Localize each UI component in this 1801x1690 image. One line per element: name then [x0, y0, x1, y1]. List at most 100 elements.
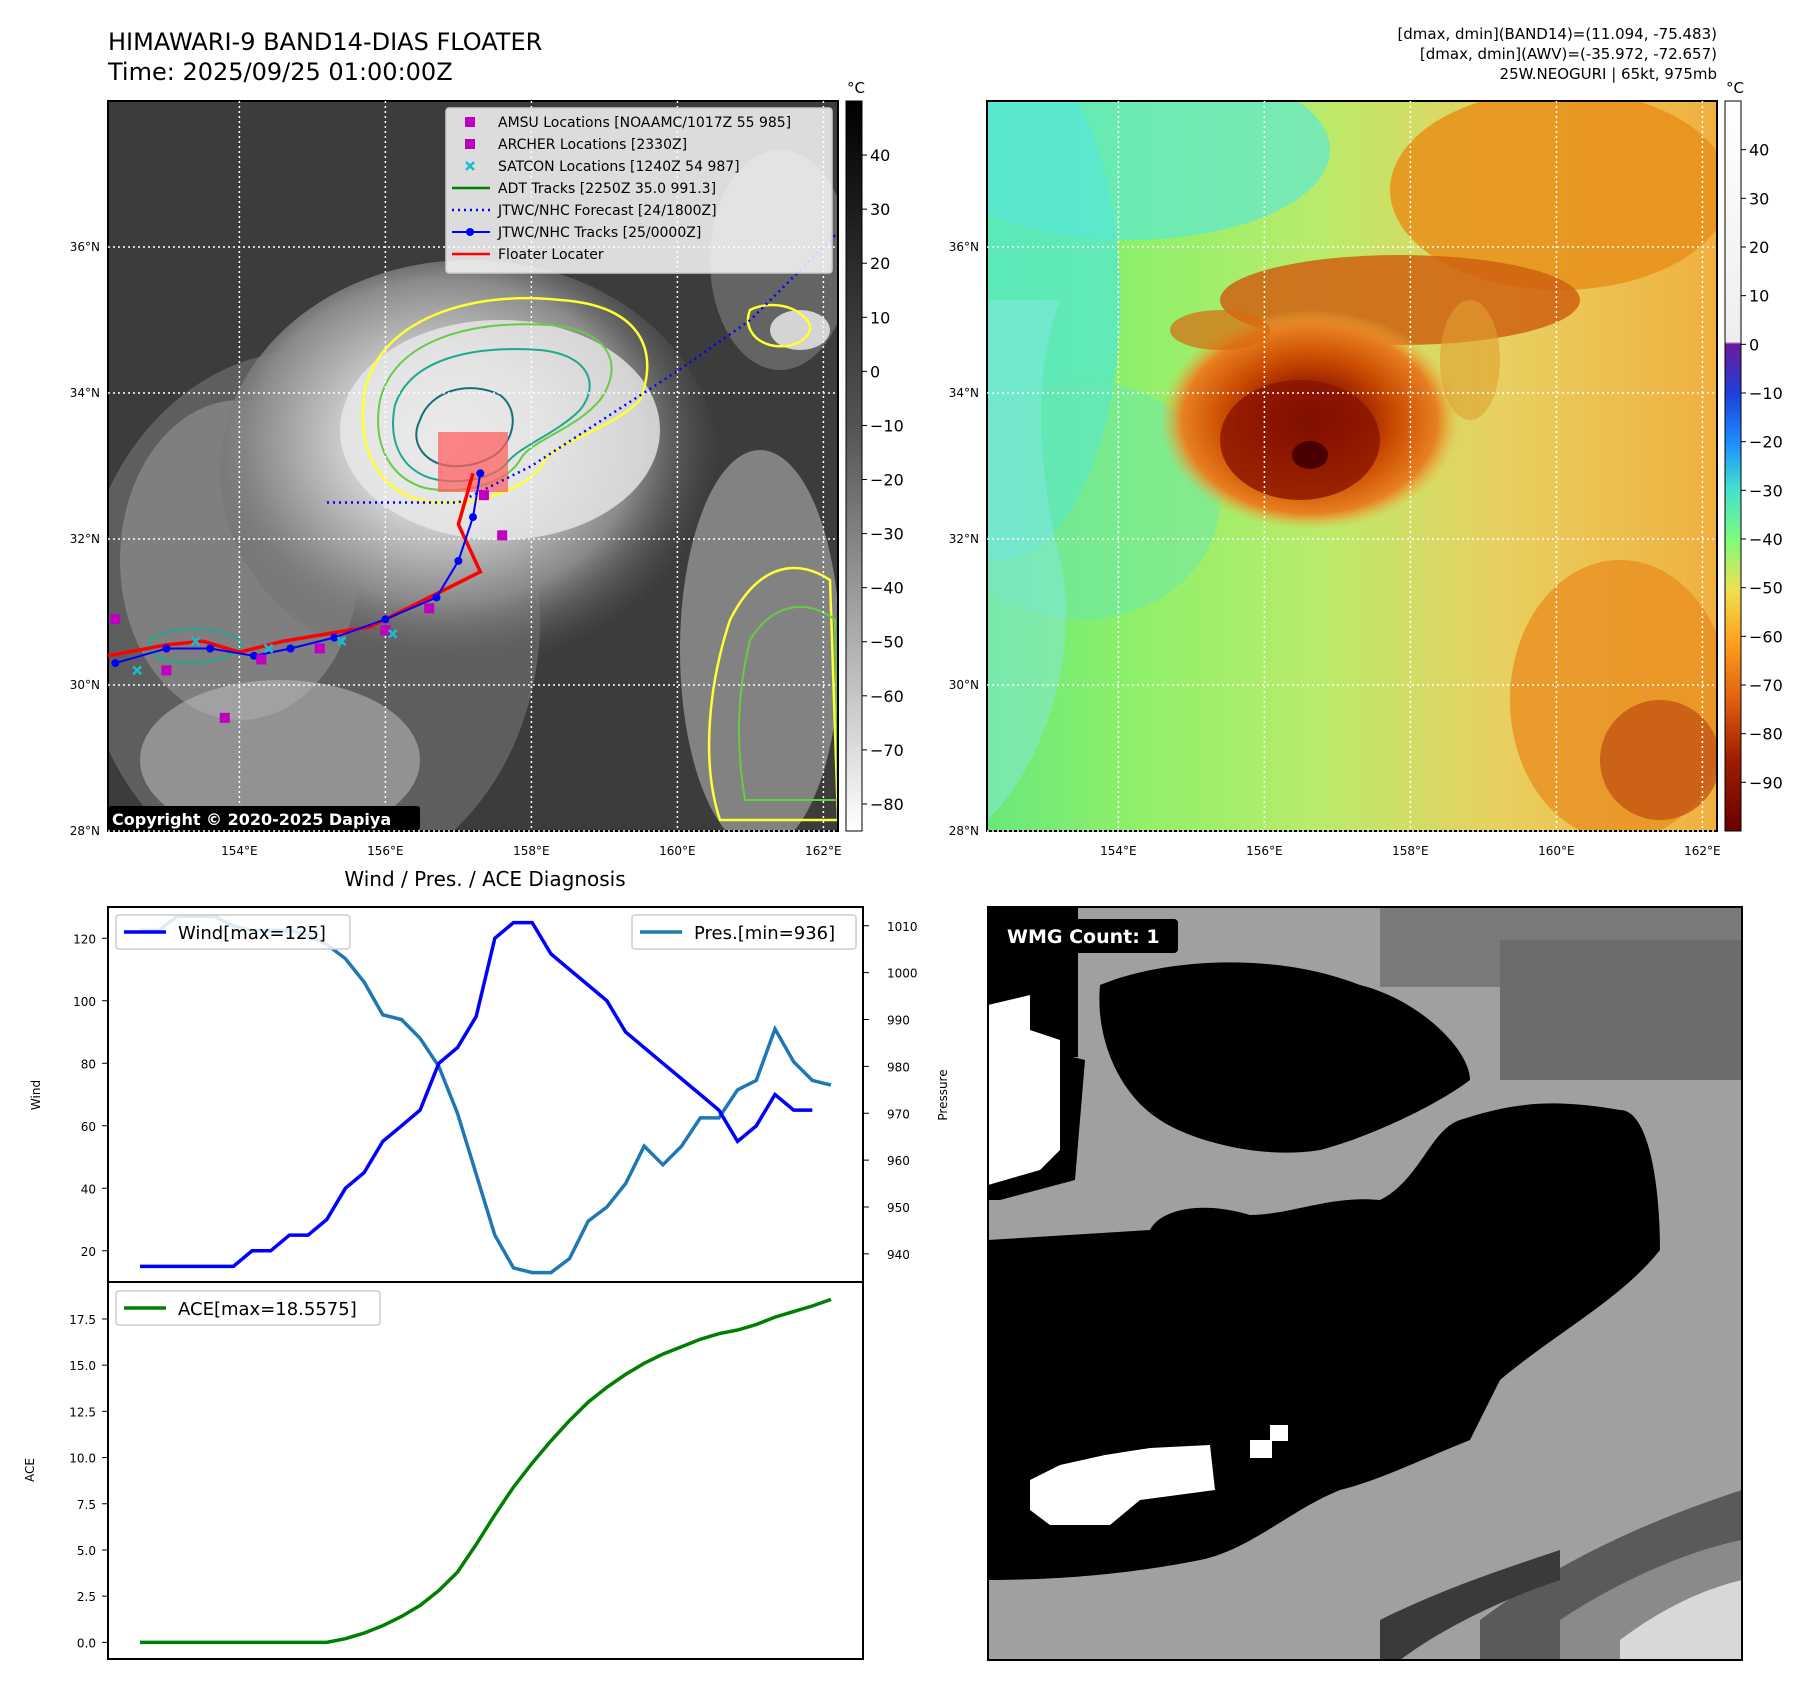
awv-map-lat-tick-label: 28°N — [949, 824, 979, 838]
legend-item: AMSU Locations [NOAAMC/1017Z 55 985] — [465, 115, 791, 131]
ir-map-lon-tick-label: 158°E — [513, 844, 550, 858]
amsu-location-marker — [424, 603, 434, 613]
ir-map-lat-tick-label: 28°N — [70, 824, 100, 838]
legend-square-marker — [465, 117, 475, 127]
pressure-legend: Pres.[min=936] — [632, 915, 856, 949]
ir-map-lat-tick-label: 30°N — [70, 678, 100, 692]
legend-square-marker — [465, 139, 475, 149]
legend-label: SATCON Locations [1240Z 54 987] — [498, 159, 740, 175]
info-line2: [dmax, dmin](AWV)=(-35.972, -72.657) — [1420, 45, 1717, 63]
ir-map-lat-tick-label: 36°N — [70, 240, 100, 254]
ace-frame — [108, 1282, 863, 1659]
ir-map-lon-tick-label: 156°E — [367, 844, 404, 858]
ir-map-lon-tick-label: 162°E — [805, 844, 842, 858]
pressure-legend-label: Pres.[min=936] — [694, 923, 835, 944]
awv-colorbar-tick-label: −60 — [1749, 627, 1783, 646]
wind-tick-label: 20 — [81, 1245, 96, 1259]
pressure-tick-label: 970 — [887, 1107, 910, 1121]
ir-colorbar: °C 40 30 20 10 0 −10 −20 −30 −40 −50 −60 −70 −80 — [846, 79, 904, 831]
amsu-location-marker — [256, 654, 266, 664]
awv-colorbar-tick-label: −90 — [1749, 773, 1783, 792]
awv-map-lon-tick-label: 162°E — [1684, 844, 1721, 858]
awv-imagery — [880, 40, 1730, 840]
wind-legend: Wind[max=125] — [116, 915, 350, 949]
awv-colorbar-tick-label: 10 — [1749, 287, 1769, 306]
awv-map-lat-tick-label: 30°N — [949, 678, 979, 692]
wind-pressure-frame — [108, 907, 863, 1282]
ace-axis-label: ACE — [23, 1458, 37, 1482]
legend-label: JTWC/NHC Forecast [24/1800Z] — [497, 203, 717, 219]
map-legend: AMSU Locations [NOAAMC/1017Z 55 985] ARCH… — [446, 108, 832, 273]
wind-tick-label: 120 — [73, 932, 96, 946]
ir-colorbar-tick-label: 0 — [870, 362, 880, 381]
ir-colorbar-unit: °C — [847, 79, 865, 97]
awv-colorbar: °C 40 30 20 10 0 −10 −20 −30 −40 −50 −60 −70 −80 −90 — [1725, 79, 1783, 831]
wmg-panel: WMG Count: 1 — [988, 907, 1742, 1660]
awv-colorbar-tick-label: 0 — [1749, 335, 1759, 354]
ir-colorbar-tick-label: 20 — [870, 254, 890, 273]
ir-colorbar-tick-label: −30 — [870, 525, 904, 544]
figure-title-line2: Time: 2025/09/25 01:00:00Z — [107, 58, 453, 86]
amsu-location-marker — [479, 490, 489, 500]
awv-colorbar-unit: °C — [1726, 79, 1744, 97]
awv-colorbar-tick-label: −70 — [1749, 676, 1783, 695]
wind-pressure-chart: 12010080604020 1010100099098097096095094… — [29, 907, 950, 1282]
ir-map-lon-tick-label: 160°E — [659, 844, 696, 858]
amsu-location-marker — [110, 614, 120, 624]
jtwc-track-point — [381, 615, 389, 623]
legend-item: SATCON Locations [1240Z 54 987] — [466, 159, 740, 175]
jtwc-track-point — [287, 645, 295, 653]
diagnosis-title: Wind / Pres. / ACE Diagnosis — [344, 867, 625, 891]
info-line3: 25W.NEOGURI | 65kt, 975mb — [1500, 65, 1717, 83]
amsu-location-marker — [220, 713, 230, 723]
legend-label: JTWC/NHC Tracks [25/0000Z] — [497, 225, 701, 241]
pressure-tick-label: 960 — [887, 1154, 910, 1168]
legend-label: Floater Locater — [498, 247, 604, 263]
ir-map-lat-tick-label: 32°N — [70, 532, 100, 546]
ir-map-lat-tick-label: 34°N — [70, 386, 100, 400]
ace-tick-label: 12.5 — [69, 1405, 96, 1419]
ace-tick-label: 7.5 — [77, 1498, 96, 1512]
awv-colorbar-tick-label: −30 — [1749, 481, 1783, 500]
pressure-tick-label: 940 — [887, 1248, 910, 1262]
jtwc-track-point — [476, 469, 484, 477]
awv-map-lon-tick-label: 160°E — [1538, 844, 1575, 858]
pressure-tick-label: 990 — [887, 1014, 910, 1028]
awv-colorbar-tick-label: −80 — [1749, 725, 1783, 744]
figure: HIMAWARI-9 BAND14-DIAS FLOATER Time: 202… — [0, 0, 1801, 1690]
copyright-text: Copyright © 2020-2025 Dapiya — [112, 810, 391, 829]
ir-colorbar-tick-label: −50 — [870, 633, 904, 652]
ace-tick-label: 17.5 — [69, 1313, 96, 1327]
ir-colorbar-tick-label: 30 — [870, 200, 890, 219]
wind-legend-label: Wind[max=125] — [178, 923, 326, 944]
legend-label: AMSU Locations [NOAAMC/1017Z 55 985] — [498, 115, 791, 131]
wind-axis-label: Wind — [29, 1080, 43, 1110]
wind-tick-label: 100 — [73, 995, 96, 1009]
legend-item: ARCHER Locations [2330Z] — [465, 137, 687, 153]
amsu-location-marker — [497, 530, 507, 540]
awv-map-lon-tick-label: 156°E — [1246, 844, 1283, 858]
awv-colorbar-tick-label: −20 — [1749, 433, 1783, 452]
legend-label: ADT Tracks [2250Z 35.0 991.3] — [498, 181, 716, 197]
awv-colorbar-tick-label: −10 — [1749, 384, 1783, 403]
wind-tick-label: 40 — [81, 1182, 96, 1196]
ace-chart: 17.5 15.0 12.5 10.0 7.5 5.0 2.5 0.0 ACE ACE[max… — [23, 1282, 863, 1659]
pressure-axis-label: Pressure — [936, 1069, 950, 1120]
ir-colorbar-tick-label: −80 — [870, 795, 904, 814]
awv-map-lon-tick-label: 154°E — [1100, 844, 1137, 858]
ir-colorbar-tick-label: −70 — [870, 741, 904, 760]
awv-colorbar-tick-label: −50 — [1749, 579, 1783, 598]
wind-tick-label: 60 — [81, 1120, 96, 1134]
ir-colorbar-tick-label: −60 — [870, 687, 904, 706]
ace-legend-label: ACE[max=18.5575] — [178, 1299, 357, 1320]
ace-tick-label: 2.5 — [77, 1590, 96, 1604]
ace-tick-label: 10.0 — [69, 1452, 96, 1466]
ir-colorbar-tick-label: 10 — [870, 308, 890, 327]
awv-map-lat-tick-label: 36°N — [949, 240, 979, 254]
awv-colorbar-tick-label: 20 — [1749, 238, 1769, 257]
ace-tick-label: 15.0 — [69, 1359, 96, 1373]
wmg-count-label: WMG Count: 1 — [1007, 926, 1160, 948]
info-line1: [dmax, dmin](BAND14)=(11.094, -75.483) — [1397, 25, 1717, 43]
ace-tick-label: 0.0 — [77, 1636, 96, 1650]
jtwc-track-point — [454, 557, 462, 565]
